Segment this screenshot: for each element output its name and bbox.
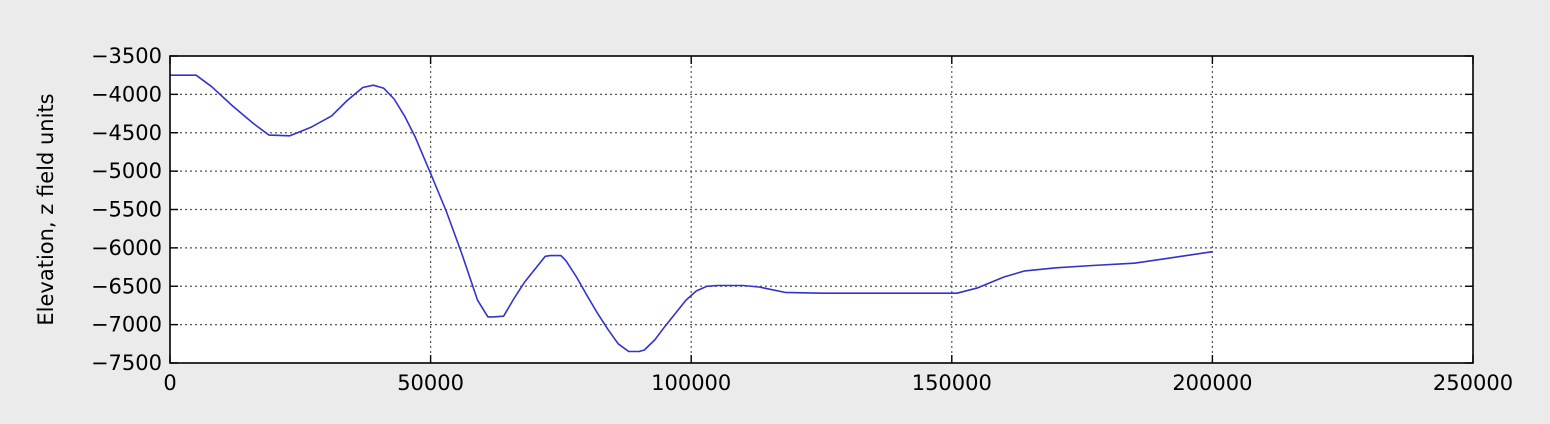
tick-labels: 0 50000 100000 150000 200000 250000 −3500 −4000… <box>91 44 1513 395</box>
y-tick-label: −7500 <box>91 351 162 375</box>
x-tick-label: 50000 <box>397 371 464 395</box>
x-tick-label: 150000 <box>912 371 992 395</box>
y-tick-label: −5500 <box>91 198 162 222</box>
y-tick-label: −4500 <box>91 121 162 145</box>
y-tick-label: −4000 <box>91 82 162 106</box>
grid-lines <box>170 56 1473 363</box>
x-tick-label: 200000 <box>1172 371 1252 395</box>
x-tick-label: 0 <box>163 371 176 395</box>
y-tick-label: −5000 <box>91 159 162 183</box>
y-tick-label: −7000 <box>91 313 162 337</box>
y-axis-label: Elevation, z field units <box>34 93 58 325</box>
x-tick-label: 100000 <box>651 371 731 395</box>
y-tick-label: −6000 <box>91 236 162 260</box>
y-tick-label: −6500 <box>91 274 162 298</box>
elevation-profile-line <box>170 74 1213 353</box>
x-tick-label: 250000 <box>1433 371 1513 395</box>
y-tick-label: −3500 <box>91 44 162 68</box>
ticks <box>169 55 1474 364</box>
series-layer <box>170 74 1213 353</box>
